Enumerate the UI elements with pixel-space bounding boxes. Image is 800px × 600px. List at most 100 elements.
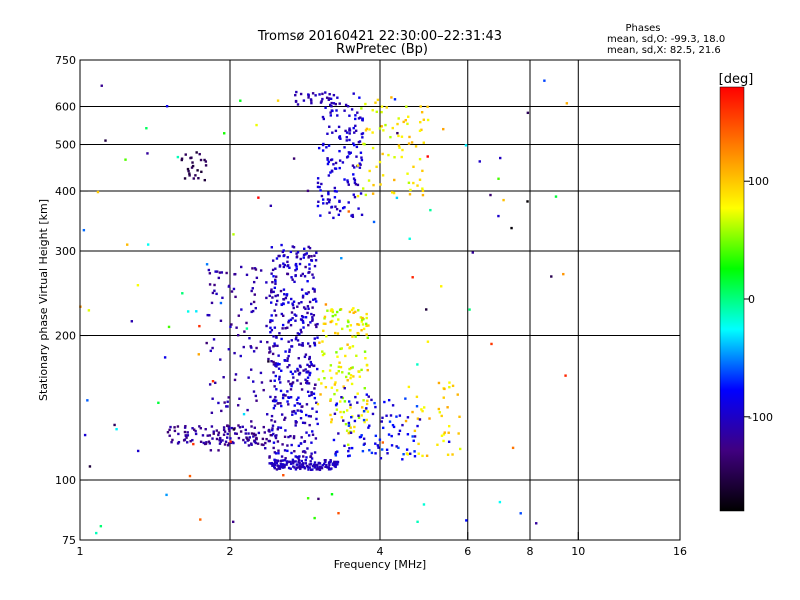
data-point [334, 463, 338, 466]
data-point [365, 316, 368, 320]
data-point [332, 438, 336, 442]
data-point [306, 311, 309, 315]
data-point [320, 194, 324, 198]
data-point [303, 421, 307, 425]
data-point [290, 276, 293, 279]
data-point [448, 385, 451, 389]
data-point [421, 454, 424, 458]
data-point [204, 164, 208, 167]
data-point [316, 181, 320, 185]
data-point [327, 461, 331, 464]
x-tick-label: 16 [673, 545, 687, 558]
data-point [280, 465, 283, 469]
data-point [203, 178, 207, 182]
data-point [349, 366, 353, 370]
data-point [272, 407, 276, 410]
data-point [564, 374, 567, 377]
data-point [227, 285, 231, 288]
data-point [354, 310, 357, 314]
data-point [276, 362, 279, 365]
data-point [254, 441, 257, 445]
data-point [385, 414, 388, 417]
data-point [239, 430, 243, 433]
data-point [349, 426, 352, 429]
data-point [419, 105, 422, 108]
data-point [215, 429, 218, 432]
y-tick-label: 400 [55, 185, 76, 198]
data-point [421, 193, 425, 197]
data-point [440, 414, 443, 418]
data-point [304, 458, 307, 462]
data-point [295, 463, 299, 466]
data-point [296, 409, 299, 412]
data-point [183, 430, 187, 434]
data-point [359, 192, 363, 195]
data-point [254, 306, 257, 310]
data-point [340, 396, 343, 399]
data-point [312, 313, 316, 317]
data-point [288, 350, 291, 353]
data-point [447, 440, 451, 443]
data-point [272, 360, 275, 364]
data-point [229, 325, 232, 328]
data-point [301, 421, 305, 424]
data-point [204, 442, 208, 445]
data-point [303, 247, 306, 251]
data-point [321, 353, 325, 357]
data-point [329, 460, 332, 463]
data-point [526, 111, 530, 115]
data-point [519, 512, 522, 515]
data-point [198, 425, 201, 428]
data-point [295, 252, 298, 255]
data-point [310, 362, 313, 366]
data-point [221, 439, 224, 442]
data-point [176, 425, 180, 428]
data-point [333, 383, 337, 386]
data-point [358, 375, 362, 378]
data-point [338, 209, 342, 213]
data-point [489, 193, 492, 197]
data-point [86, 399, 89, 402]
data-point [235, 432, 238, 435]
data-point [219, 440, 222, 443]
data-point [146, 243, 150, 246]
data-point [360, 107, 363, 110]
data-point [310, 259, 314, 262]
data-point [237, 436, 241, 440]
data-point [250, 289, 253, 293]
data-point [360, 156, 363, 159]
data-point [293, 466, 296, 469]
data-point [324, 460, 327, 464]
data-point [327, 466, 331, 469]
data-point [360, 320, 364, 323]
data-point [291, 303, 295, 307]
data-point [334, 403, 338, 407]
data-point [273, 465, 276, 469]
data-point [310, 452, 313, 455]
data-point [336, 355, 339, 358]
grid-lines [80, 60, 680, 540]
data-point [384, 123, 387, 127]
data-point [259, 340, 263, 343]
data-point [268, 294, 271, 298]
data-point [311, 287, 315, 290]
data-point [255, 436, 258, 440]
data-point [334, 381, 337, 384]
data-point [272, 363, 276, 366]
data-point [293, 404, 296, 407]
data-point [286, 365, 289, 369]
data-point [253, 434, 257, 437]
data-point [357, 309, 360, 312]
data-point [271, 352, 275, 356]
data-point [204, 160, 208, 163]
data-point [327, 468, 331, 471]
data-point [184, 153, 187, 156]
data-point [214, 270, 217, 273]
data-point [300, 463, 304, 466]
data-point [268, 455, 271, 458]
data-point [348, 152, 351, 155]
data-point [413, 429, 417, 433]
data-point [341, 371, 344, 374]
data-point [311, 468, 314, 471]
data-point [371, 146, 375, 150]
